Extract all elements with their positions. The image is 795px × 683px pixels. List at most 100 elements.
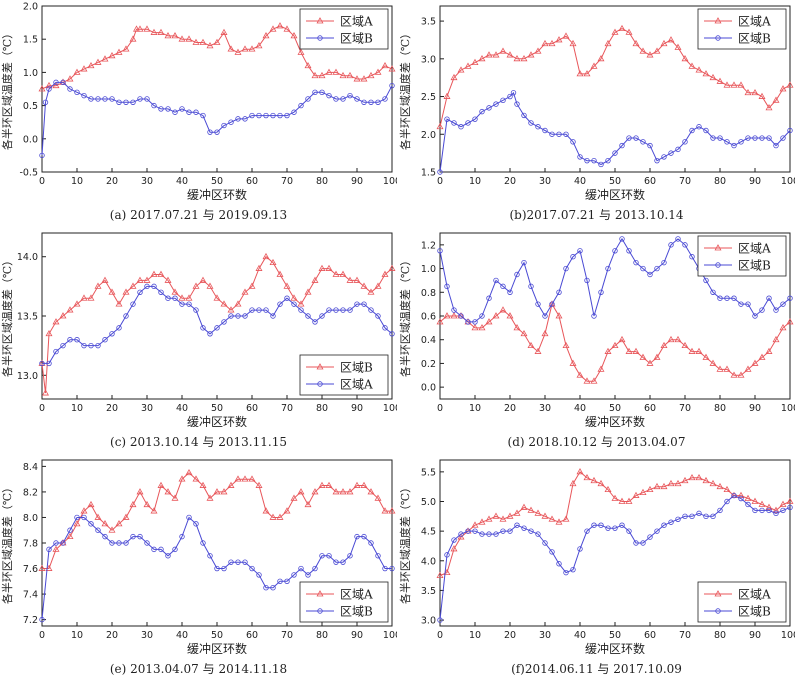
legend-box xyxy=(299,8,389,50)
data-point xyxy=(646,485,654,493)
data-point xyxy=(780,507,786,514)
data-point xyxy=(548,515,556,522)
x-tick-label: 40 xyxy=(176,630,188,641)
data-point xyxy=(87,500,95,508)
data-point xyxy=(185,294,193,301)
data-point xyxy=(597,365,605,372)
y-tick-label: 8.2 xyxy=(23,487,38,498)
data-point xyxy=(263,112,269,119)
data-point xyxy=(675,146,681,153)
data-point xyxy=(360,75,368,82)
data-point xyxy=(773,307,779,313)
data-point xyxy=(332,68,340,75)
data-point xyxy=(647,534,653,540)
data-point xyxy=(367,288,375,295)
data-point xyxy=(325,481,333,488)
data-point xyxy=(458,124,464,130)
data-point xyxy=(737,371,745,378)
x-tick-label: 100 xyxy=(781,403,795,414)
data-point xyxy=(388,507,396,514)
data-point xyxy=(39,152,45,159)
data-point xyxy=(375,313,381,319)
data-point xyxy=(354,533,360,540)
data-point xyxy=(319,553,325,559)
data-point xyxy=(248,475,256,482)
data-point xyxy=(510,90,517,96)
data-point xyxy=(541,512,549,519)
data-point xyxy=(528,120,534,126)
data-point xyxy=(542,313,548,319)
data-point xyxy=(374,282,382,289)
data-point xyxy=(38,564,46,571)
data-point xyxy=(368,540,374,546)
chart-f: 0 10 20 30 40 50 60 70 80 90 100 3.0 3.5 4.0 4.5 5.0 5.5… xyxy=(398,459,795,654)
data-point xyxy=(521,112,527,119)
x-tick-label: 40 xyxy=(176,403,188,414)
data-point xyxy=(710,289,716,295)
data-point xyxy=(144,96,150,102)
y-tick-label: 14.0 xyxy=(17,252,38,263)
data-point xyxy=(612,525,618,531)
data-point xyxy=(108,526,116,533)
data-point xyxy=(46,86,52,92)
data-point xyxy=(228,119,234,125)
chart-d: 0 10 20 30 40 50 60 70 80 90 100 0.0 0.2 0.4 0.6 0.8 1.0… xyxy=(398,232,795,427)
data-point xyxy=(95,342,101,349)
data-point xyxy=(53,79,59,86)
y-axis-label: 各半环区域温度差（℃） xyxy=(398,255,412,377)
data-point xyxy=(130,533,136,540)
legend-box xyxy=(697,581,787,623)
data-point xyxy=(437,169,443,175)
data-point xyxy=(436,571,444,579)
data-point xyxy=(102,533,108,540)
data-point xyxy=(702,70,710,77)
data-point xyxy=(772,335,780,343)
data-point xyxy=(632,347,640,354)
data-point xyxy=(80,507,88,514)
data-point xyxy=(549,131,555,137)
data-point xyxy=(521,259,527,266)
x-tick-label: 50 xyxy=(211,630,223,641)
data-point xyxy=(249,565,255,572)
x-tick-label: 30 xyxy=(141,176,153,187)
data-point xyxy=(109,540,115,546)
data-point xyxy=(583,473,591,481)
data-point xyxy=(457,66,465,73)
data-point xyxy=(766,295,772,301)
data-point xyxy=(485,318,493,325)
data-point xyxy=(472,528,478,534)
data-point xyxy=(151,546,157,553)
data-point xyxy=(136,276,144,283)
data-point xyxy=(108,288,116,295)
y-tick-label: 0.2 xyxy=(421,359,436,370)
data-point xyxy=(340,559,346,565)
data-point xyxy=(605,265,611,272)
y-tick-label: 3.5 xyxy=(421,586,436,597)
data-point xyxy=(206,282,214,289)
data-point xyxy=(73,520,81,527)
data-point xyxy=(478,54,486,62)
data-point xyxy=(563,569,569,576)
x-tick-label: 50 xyxy=(609,176,621,187)
y-tick-label: 3.5 xyxy=(421,17,436,28)
legend-marker xyxy=(317,381,323,387)
data-point xyxy=(717,507,723,514)
data-point xyxy=(199,38,207,45)
series-line-1 xyxy=(41,516,392,620)
legend-label: 区域B xyxy=(738,32,771,46)
data-point xyxy=(759,507,765,514)
data-point xyxy=(102,337,108,343)
data-point xyxy=(598,522,604,528)
data-point xyxy=(276,22,284,29)
y-tick-label: 1.5 xyxy=(23,35,38,46)
data-point xyxy=(696,510,702,517)
data-point xyxy=(563,131,569,137)
data-point xyxy=(450,73,458,81)
data-point xyxy=(221,122,227,129)
data-point xyxy=(283,25,291,32)
data-point xyxy=(653,353,661,360)
data-point xyxy=(74,337,80,343)
y-tick-label: 3.0 xyxy=(421,54,436,65)
data-point xyxy=(451,537,457,543)
x-tick-label: 70 xyxy=(281,176,293,187)
